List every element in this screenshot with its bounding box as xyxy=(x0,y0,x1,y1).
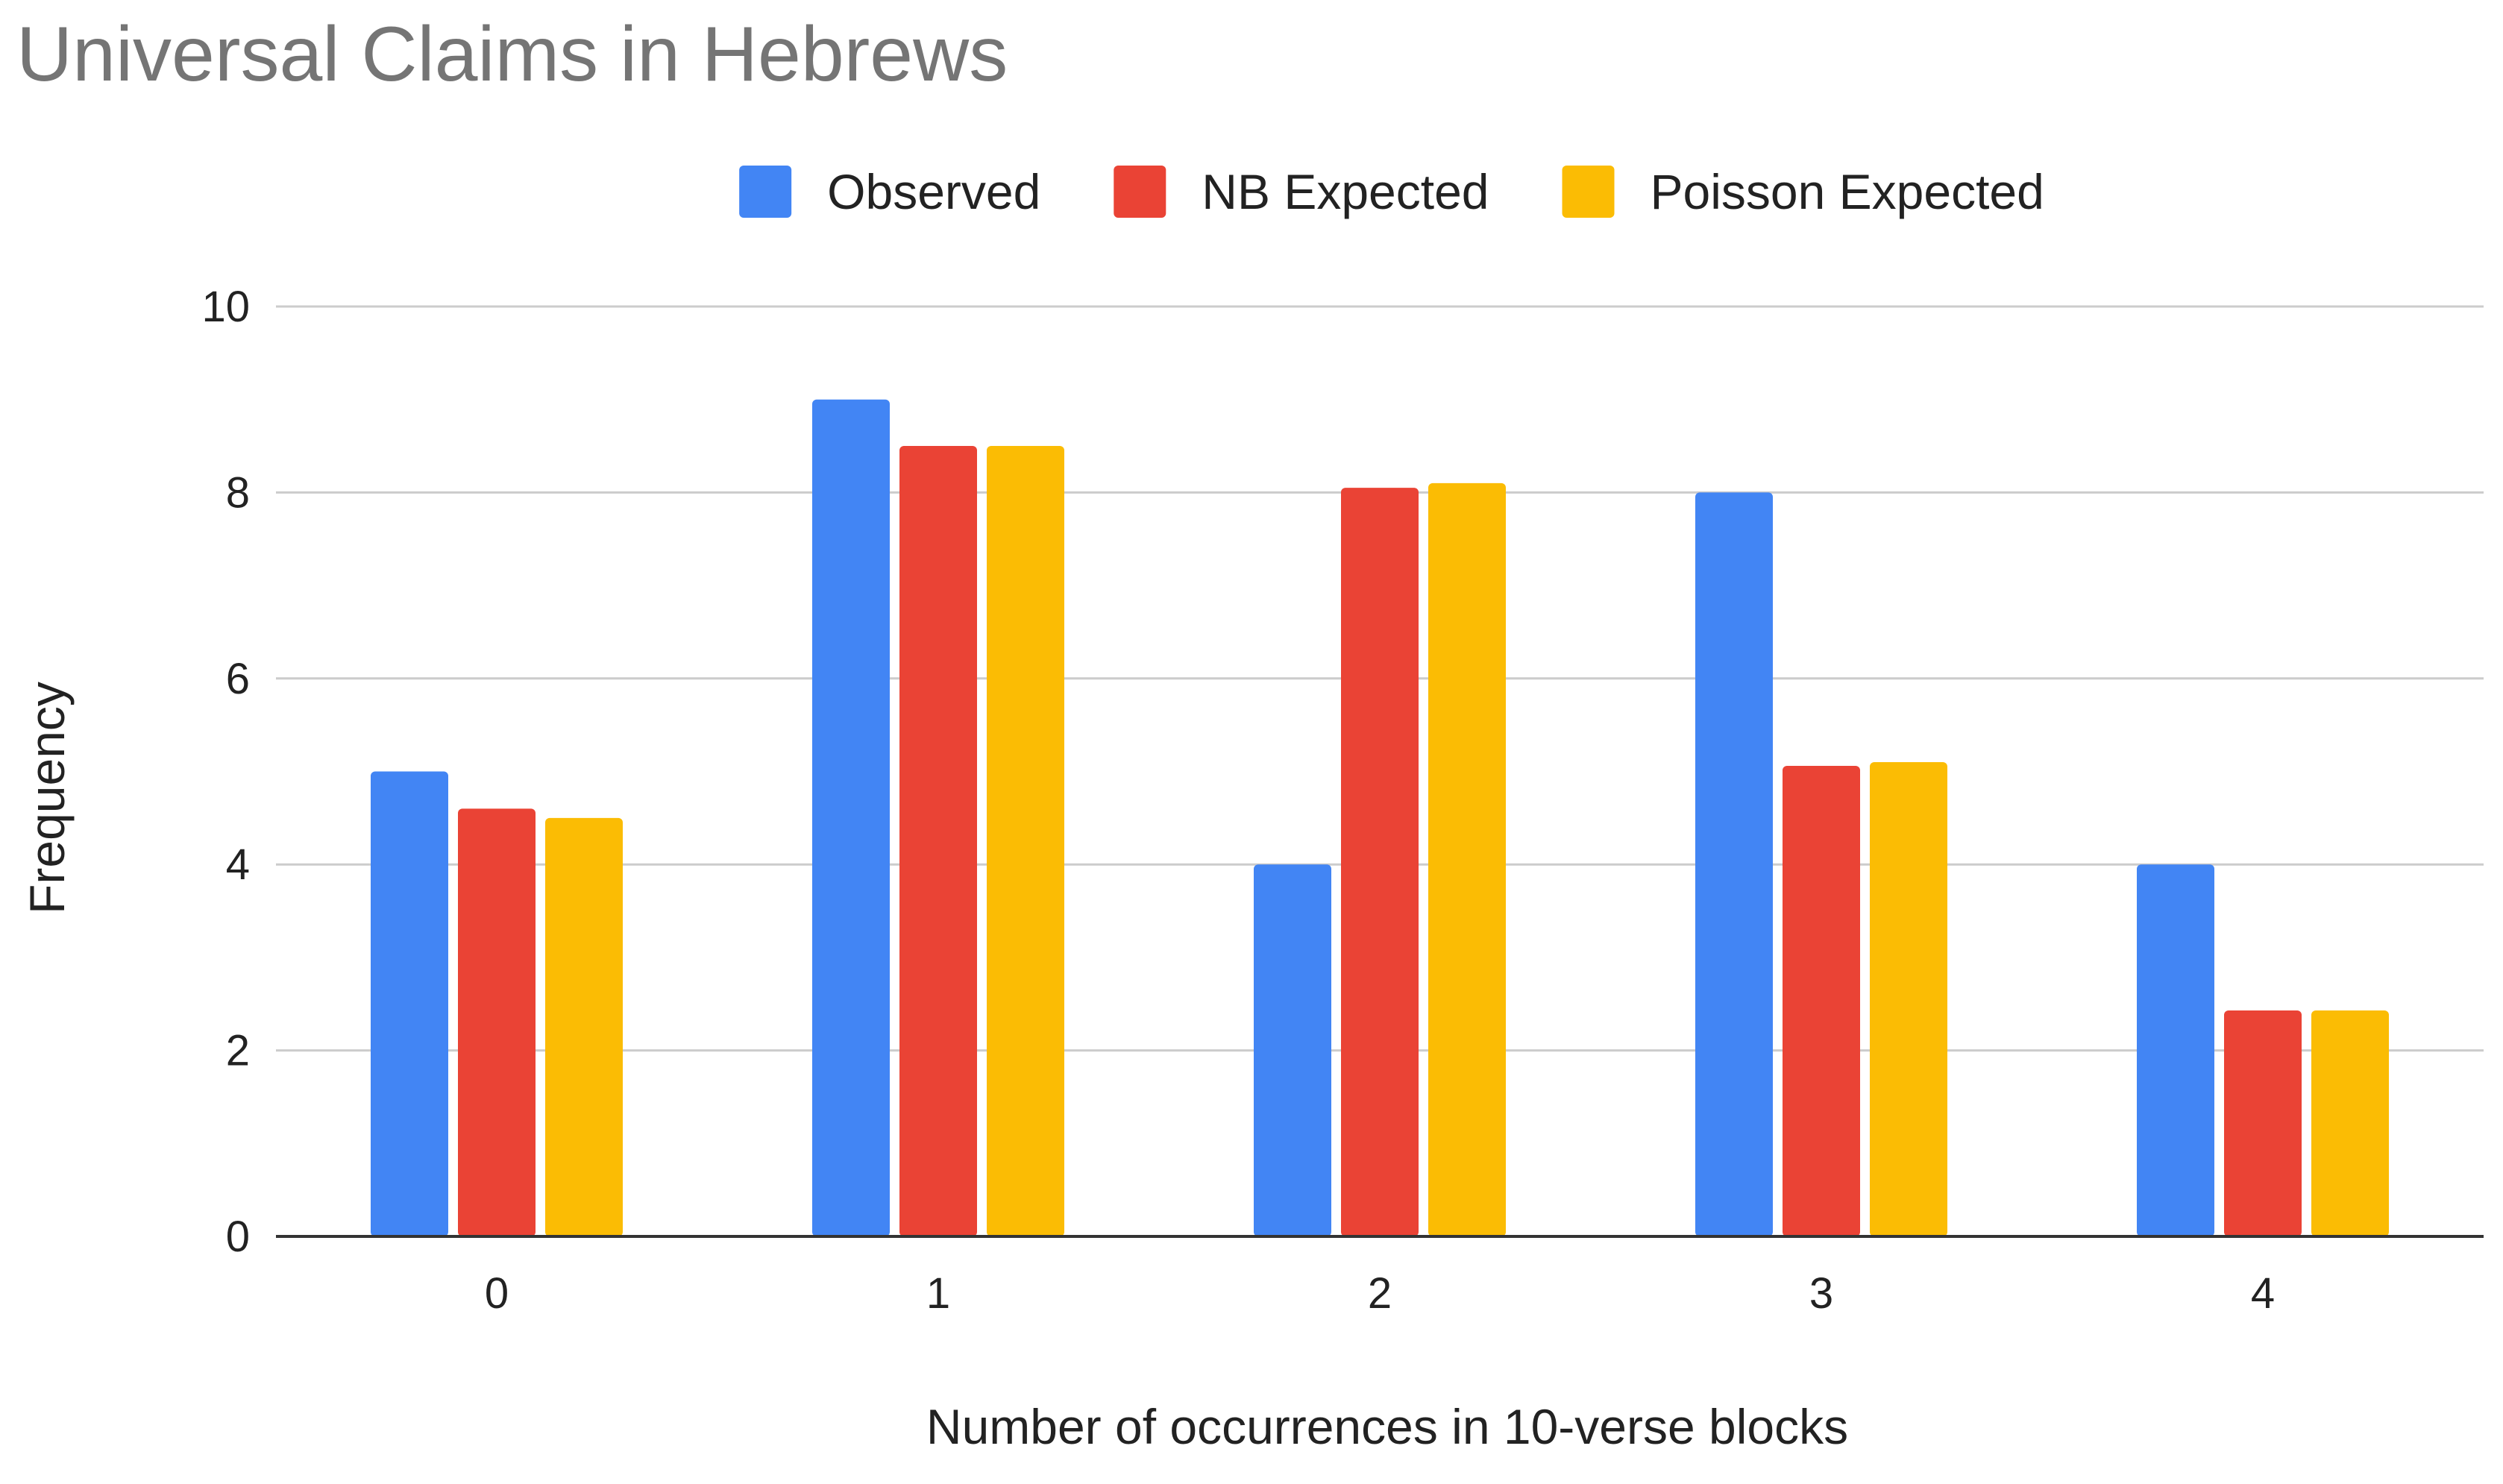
x-tick-label: 0 xyxy=(485,1269,509,1318)
bar-nb-expected-3 xyxy=(1783,766,1860,1236)
x-axis-ticks: 0 1 2 3 4 xyxy=(485,1269,2275,1318)
bar-observed-1 xyxy=(812,399,890,1237)
bar-nb-expected-0 xyxy=(458,808,536,1236)
y-axis-ticks: 0 2 4 6 8 10 xyxy=(201,283,250,1261)
bar-nb-expected-4 xyxy=(2224,1010,2302,1236)
legend-label: Observed xyxy=(827,164,1040,219)
chart-title: Universal Claims in Hebrews xyxy=(16,11,1008,98)
y-axis-title: Frequency xyxy=(19,682,75,914)
bar-poisson-expected-4 xyxy=(2311,1010,2389,1236)
legend-label: NB Expected xyxy=(1202,164,1489,219)
bar-poisson-expected-0 xyxy=(545,817,623,1236)
x-tick-label: 2 xyxy=(1368,1269,1392,1318)
x-tick-label: 3 xyxy=(1809,1269,1833,1318)
y-tick-label: 6 xyxy=(226,655,250,703)
y-tick-label: 0 xyxy=(226,1213,250,1261)
bar-nb-expected-1 xyxy=(899,446,977,1236)
legend: Observed NB Expected Poisson Expected xyxy=(739,164,2044,219)
legend-label: Poisson Expected xyxy=(1651,164,2044,219)
legend-item-nb-expected[interactable]: NB Expected xyxy=(1114,164,1489,219)
bars xyxy=(371,399,2389,1237)
bar-observed-4 xyxy=(2137,864,2214,1236)
bar-poisson-expected-2 xyxy=(1428,482,1506,1236)
legend-item-observed[interactable]: Observed xyxy=(739,164,1040,219)
bar-observed-2 xyxy=(1254,864,1331,1236)
y-tick-label: 10 xyxy=(201,283,250,331)
y-tick-label: 8 xyxy=(226,468,250,517)
x-tick-label: 4 xyxy=(2251,1269,2275,1318)
x-tick-label: 1 xyxy=(926,1269,950,1318)
bar-poisson-expected-3 xyxy=(1870,762,1947,1236)
legend-item-poisson-expected[interactable]: Poisson Expected xyxy=(1562,164,2044,219)
legend-swatch xyxy=(1114,166,1166,218)
bar-poisson-expected-1 xyxy=(987,446,1064,1236)
y-tick-label: 2 xyxy=(226,1027,250,1075)
x-axis-title: Number of occurrences in 10-verse blocks xyxy=(926,1399,1848,1454)
bar-nb-expected-2 xyxy=(1341,488,1419,1236)
y-tick-label: 4 xyxy=(226,840,250,889)
legend-swatch xyxy=(739,166,792,218)
bar-observed-0 xyxy=(371,771,448,1236)
bar-observed-3 xyxy=(1695,492,1773,1236)
legend-swatch xyxy=(1562,166,1615,218)
